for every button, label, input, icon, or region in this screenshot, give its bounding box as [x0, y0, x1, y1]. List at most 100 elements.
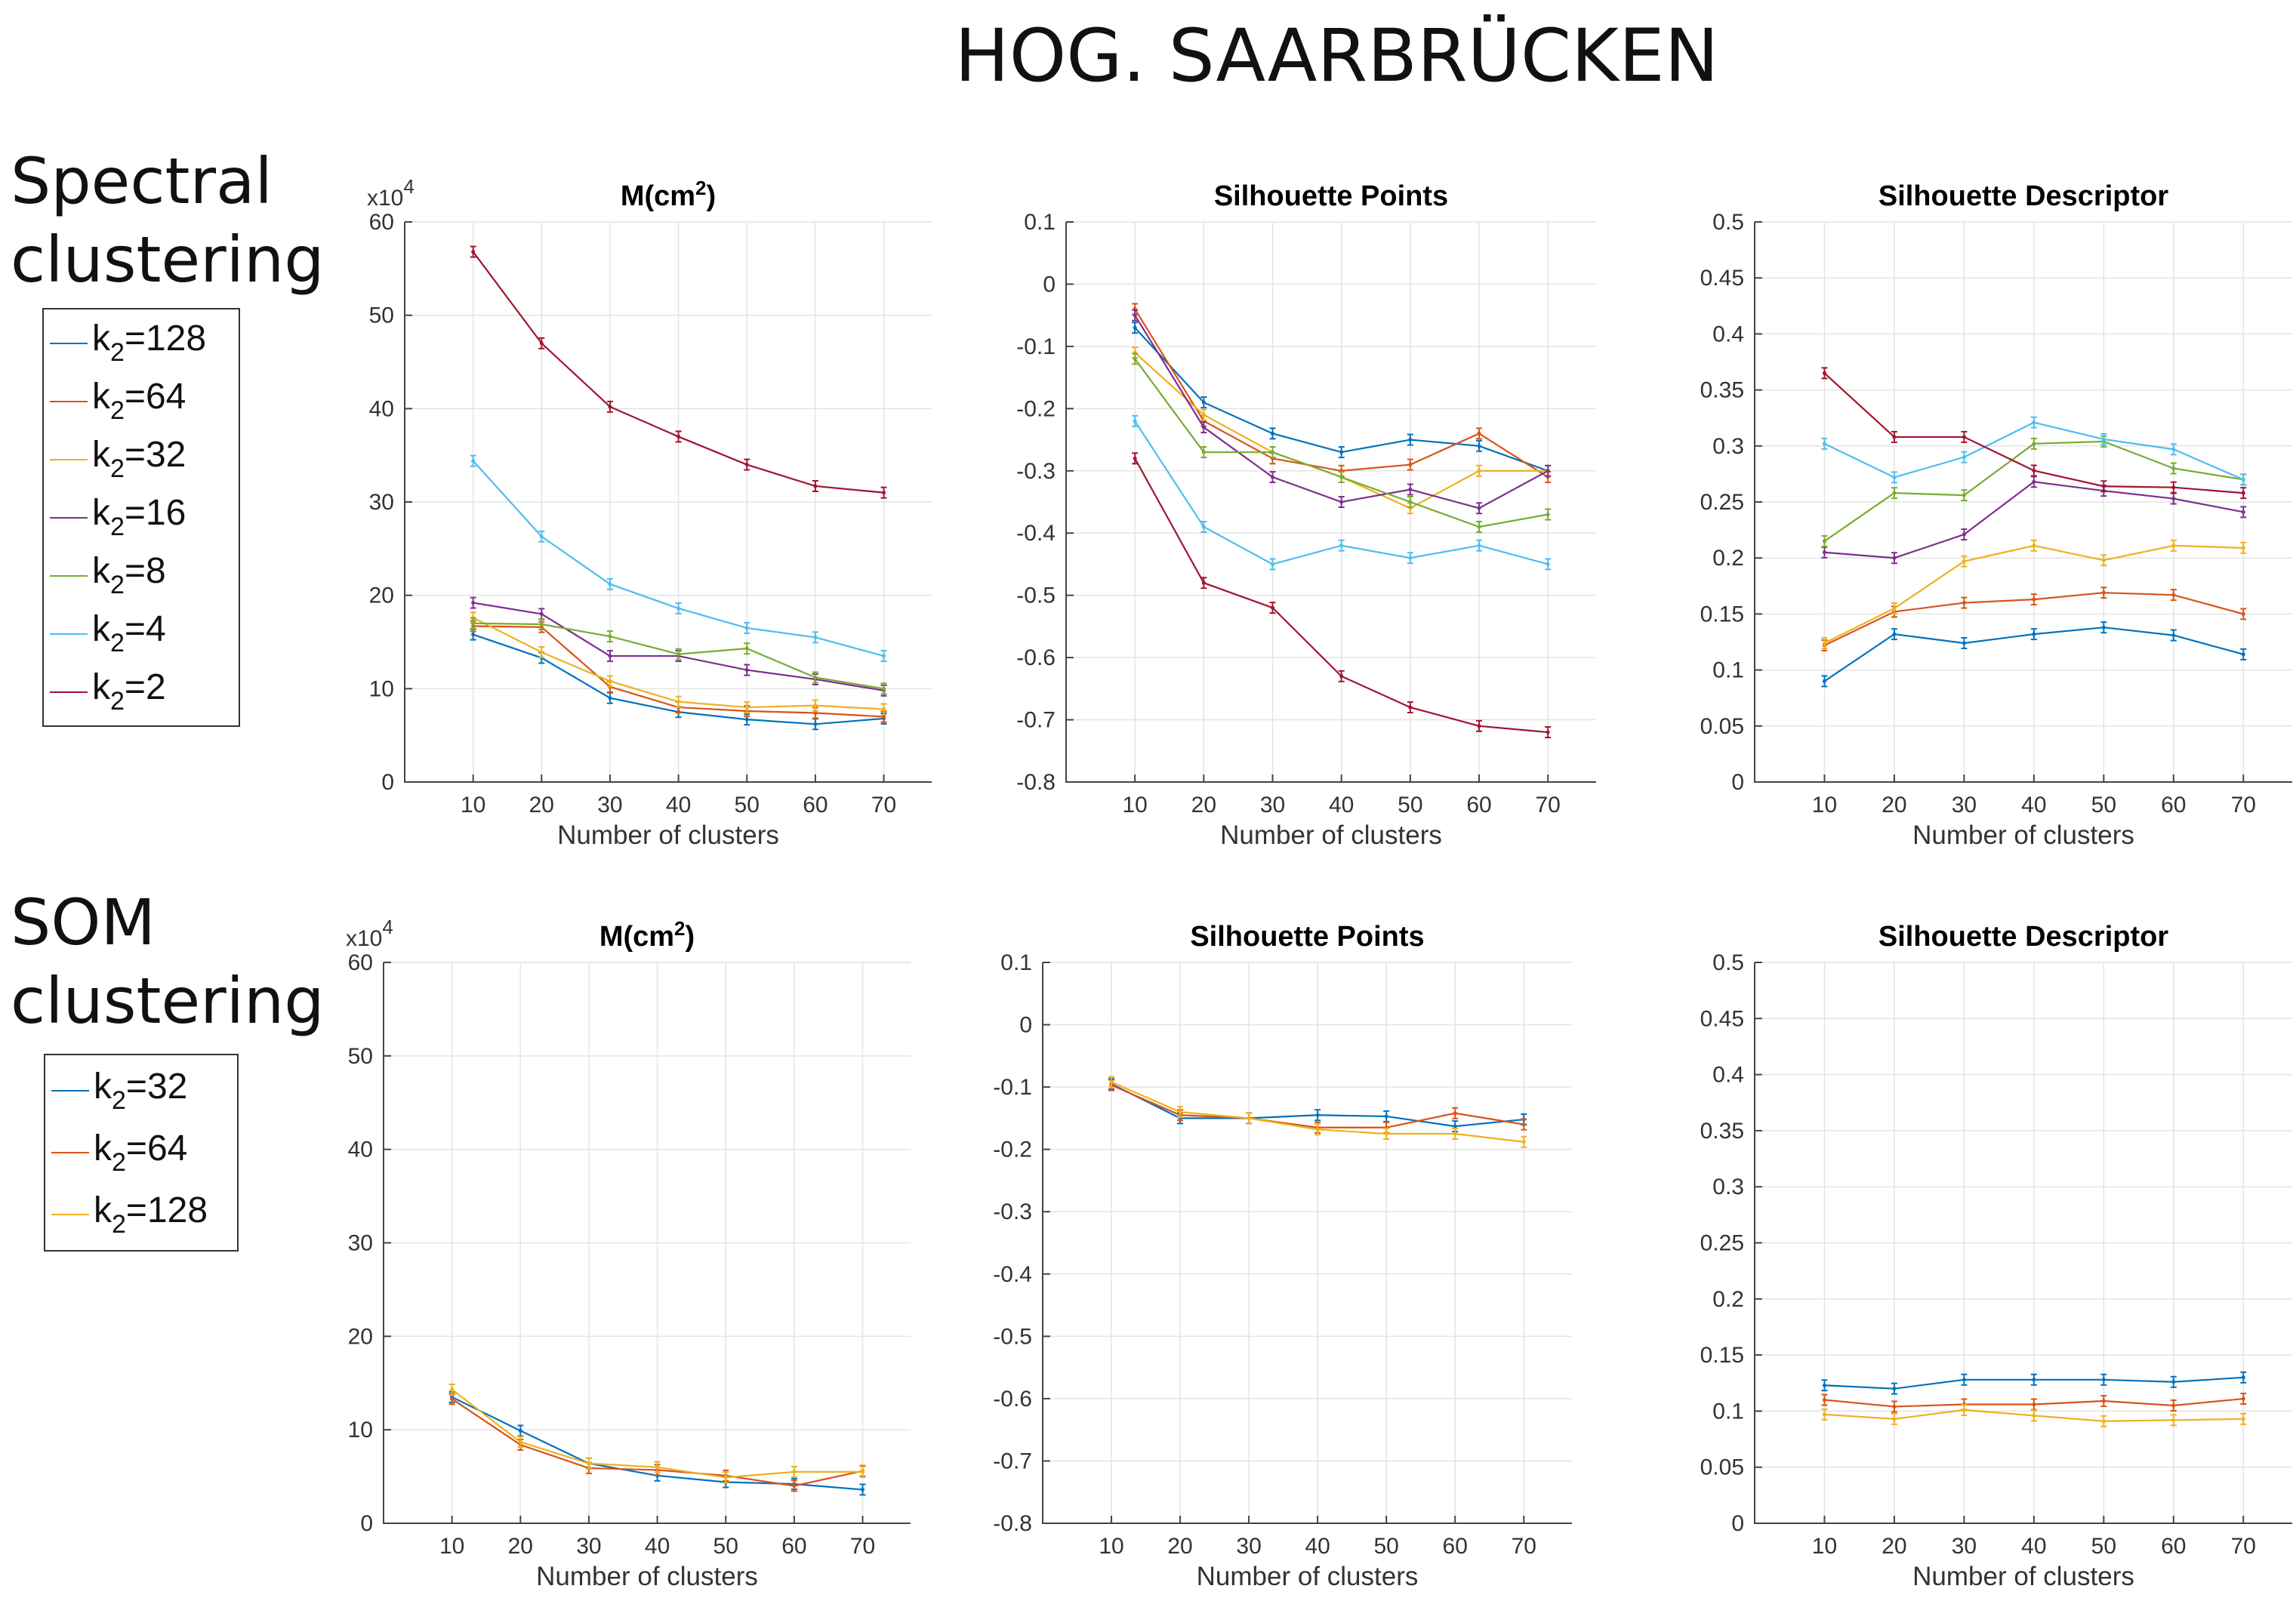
- data-point: [882, 654, 886, 658]
- x-tick-label: 10: [1099, 1534, 1123, 1559]
- data-point: [1339, 543, 1344, 548]
- legend-item: k2=32: [51, 1060, 227, 1122]
- row-title-line1: SOM: [11, 885, 156, 959]
- data-point: [2241, 546, 2245, 550]
- data-point: [1477, 506, 1481, 510]
- data-point: [1477, 543, 1481, 548]
- chart-title-end: ): [686, 921, 695, 953]
- x-tick-label: 10: [439, 1534, 464, 1559]
- data-point: [1133, 456, 1137, 460]
- data-point: [882, 686, 886, 691]
- data-point: [1271, 450, 1275, 454]
- data-point: [655, 1465, 660, 1470]
- data-point: [2241, 477, 2245, 482]
- x-tick-label: 50: [713, 1534, 738, 1559]
- axis-exponent-label: x104: [346, 916, 393, 951]
- data-point: [2241, 1396, 2245, 1401]
- chart-panel-3: 0 0.05 0.1 0.15 0.2 0.25 0.3 0.35 0.4 0.45 0.5 10 20…: [1700, 180, 2292, 850]
- y-tick-label: 0.45: [1700, 266, 1744, 291]
- x-tick-label: 40: [2021, 793, 2046, 817]
- y-tick-label: -0.4: [993, 1262, 1032, 1287]
- x-tick-label: 70: [2231, 1534, 2256, 1559]
- data-point: [1546, 730, 1550, 734]
- y-tick-label: 60: [369, 210, 394, 235]
- y-tick-label: 0.05: [1700, 1455, 1744, 1480]
- exponent-superscript: 4: [403, 175, 414, 198]
- y-tick-label: 0: [1019, 1013, 1032, 1038]
- data-point: [2032, 420, 2036, 425]
- data-point: [861, 1487, 865, 1492]
- y-tick-label: 0.1: [1000, 950, 1032, 975]
- legend-label: k2=64: [94, 1128, 188, 1177]
- data-point: [1247, 1116, 1251, 1120]
- y-tick-label: 50: [348, 1044, 373, 1069]
- data-point: [450, 1387, 455, 1392]
- legend-label: k2=2: [92, 667, 166, 716]
- y-tick-label: -0.3: [993, 1199, 1032, 1224]
- data-point: [539, 622, 544, 627]
- y-tick-label: 0: [1043, 272, 1056, 297]
- data-point: [1892, 556, 1897, 560]
- data-point: [2241, 510, 2245, 514]
- x-tick-label: 70: [1535, 793, 1560, 817]
- x-tick-label: 30: [1952, 793, 1977, 817]
- legend-item: k2=128: [51, 1184, 227, 1245]
- data-point: [2241, 611, 2245, 616]
- x-tick-label: 30: [1952, 1534, 1977, 1559]
- data-point: [1477, 431, 1481, 436]
- x-tick-label: 30: [1260, 793, 1285, 817]
- data-point: [1521, 1122, 1526, 1127]
- y-tick-label: 0.25: [1700, 490, 1744, 515]
- x-axis-label: Number of clusters: [536, 1562, 758, 1591]
- x-tick-label: 20: [529, 793, 554, 817]
- y-tick-label: 0.15: [1700, 602, 1744, 627]
- data-point: [471, 250, 476, 254]
- row-title-spectral: Spectral clustering: [11, 142, 325, 299]
- data-point: [1521, 1140, 1526, 1144]
- legend-swatch: [50, 691, 88, 693]
- data-point: [608, 634, 612, 639]
- y-tick-label: 0.5: [1712, 950, 1744, 975]
- data-point: [2171, 1418, 2176, 1422]
- legend-label: k2=8: [92, 551, 166, 599]
- data-point: [1408, 438, 1413, 442]
- data-point: [587, 1461, 591, 1466]
- data-point: [608, 582, 612, 587]
- legend-label: k2=4: [92, 609, 166, 657]
- data-point: [1133, 419, 1137, 423]
- x-tick-label: 60: [803, 793, 827, 817]
- data-point: [2032, 479, 2036, 484]
- y-tick-label: 0.3: [1712, 1175, 1744, 1199]
- legend-item: k2=64: [50, 372, 228, 430]
- data-point: [744, 626, 749, 630]
- legend-swatch: [50, 400, 88, 402]
- y-tick-label: 20: [348, 1324, 373, 1349]
- chart-panel-2: -0.8 -0.7 -0.6 -0.5 -0.4 -0.3 -0.2 -0.1 0 0.1 10 20…: [1016, 180, 1596, 850]
- data-point: [1201, 425, 1206, 430]
- x-tick-label: 60: [781, 1534, 806, 1559]
- x-tick-label: 30: [1236, 1534, 1261, 1559]
- data-point: [1315, 1113, 1320, 1117]
- data-point: [1133, 325, 1137, 330]
- data-point: [1271, 431, 1275, 436]
- data-point: [1822, 550, 1826, 555]
- data-point: [813, 675, 818, 679]
- data-point: [1339, 450, 1344, 454]
- data-point: [2171, 593, 2176, 597]
- data-point: [2171, 485, 2176, 490]
- x-tick-label: 30: [597, 793, 622, 817]
- data-point: [1384, 1132, 1388, 1136]
- data-point: [1822, 1398, 1826, 1402]
- chart-panel-6: 0 0.05 0.1 0.15 0.2 0.25 0.3 0.35 0.4 0.45 0.5 10 20…: [1700, 921, 2292, 1591]
- axis-line: [1065, 222, 1596, 783]
- x-tick-label: 10: [1122, 793, 1147, 817]
- row-title-line2: clustering: [11, 223, 325, 297]
- y-tick-label: 50: [369, 303, 394, 328]
- x-axis-label: Number of clusters: [1197, 1562, 1419, 1591]
- data-point: [2101, 437, 2106, 442]
- data-point: [1822, 371, 1826, 375]
- y-tick-label: -0.5: [993, 1324, 1032, 1349]
- data-point: [1822, 442, 1826, 446]
- data-point: [676, 434, 681, 439]
